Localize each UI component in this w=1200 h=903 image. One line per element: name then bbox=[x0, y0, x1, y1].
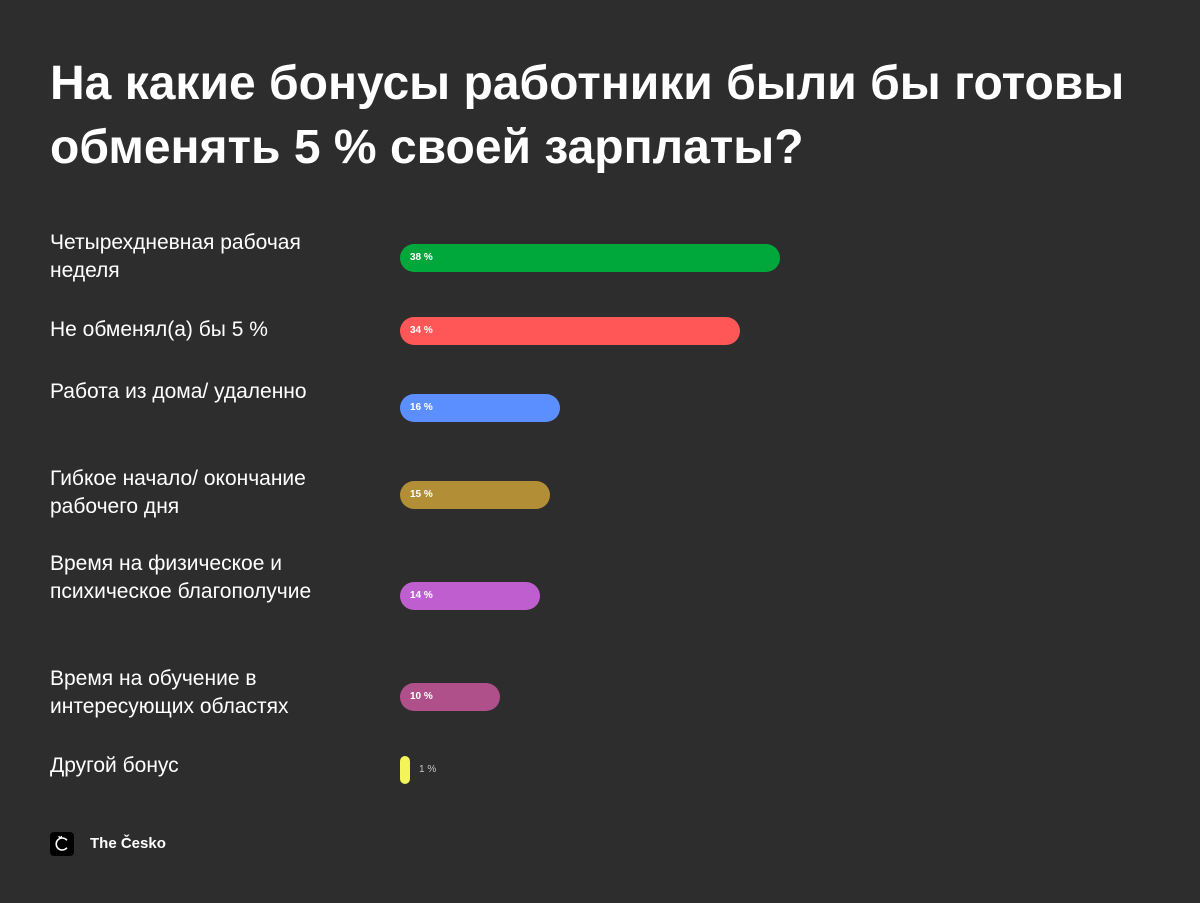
bar-value-label: 1 % bbox=[419, 764, 437, 775]
bar bbox=[400, 756, 410, 784]
category-label: Четырехдневная рабочая неделя bbox=[50, 231, 301, 282]
bar-value-label: 15 % bbox=[410, 489, 433, 500]
bar-row: Гибкое начало/ окончание рабочего дня 15 … bbox=[50, 465, 1150, 555]
bar bbox=[400, 244, 780, 272]
bar bbox=[400, 481, 550, 509]
brand-name: The Česko bbox=[90, 835, 166, 852]
bar bbox=[400, 394, 560, 422]
category-label: Не обменял(а) бы 5 % bbox=[50, 318, 268, 341]
bar-row: Другой бонус 1 % bbox=[50, 752, 1150, 842]
bar-value-label: 38 % bbox=[410, 252, 433, 263]
the-cesko-logo-icon bbox=[50, 832, 74, 856]
category-label: Гибкое начало/ окончание рабочего дня bbox=[50, 467, 306, 518]
category-label: Время на физическое и психическое благоп… bbox=[50, 552, 312, 603]
bar-value-label: 34 % bbox=[410, 325, 433, 336]
category-label: Работа из дома/ удаленно bbox=[50, 380, 307, 403]
bar bbox=[400, 683, 500, 711]
chart-title: На какие бонусы работники были бы готовы… bbox=[50, 57, 1125, 174]
bar-row: Не обменял(а) бы 5 % 34 % bbox=[50, 316, 1150, 406]
bar-value-label: 14 % bbox=[410, 590, 433, 601]
bar-value-label: 10 % bbox=[410, 691, 433, 702]
bar bbox=[400, 582, 540, 610]
bar-row: Работа из дома/ удаленно 16 % bbox=[50, 378, 1150, 468]
bar-row: Время на физическое и психическое благоп… bbox=[50, 550, 1150, 640]
bar-value-label: 16 % bbox=[410, 402, 433, 413]
category-label: Время на обучение в интересующих областя… bbox=[50, 667, 289, 718]
category-label: Другой бонус bbox=[50, 754, 179, 777]
bar bbox=[400, 317, 740, 345]
bar-row: Четырехдневная рабочая неделя 38 % bbox=[50, 229, 1150, 319]
bar-row: Время на обучение в интересующих областя… bbox=[50, 665, 1150, 755]
